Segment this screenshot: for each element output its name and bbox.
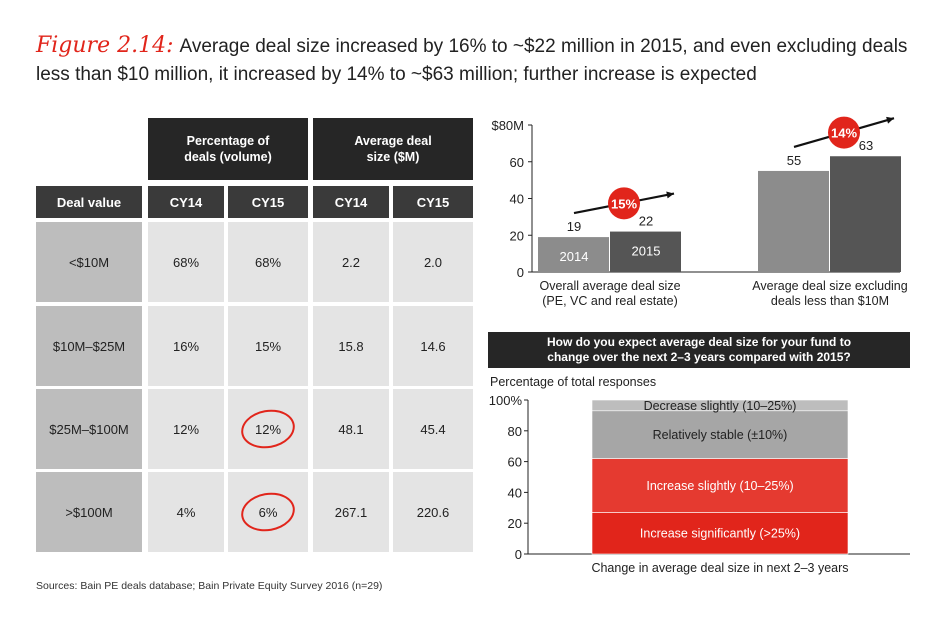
y-tick-label: 20 — [508, 516, 522, 531]
bar — [758, 170, 829, 272]
stack-segment — [591, 410, 849, 459]
bar — [538, 237, 609, 272]
table-cell: 68% — [148, 222, 224, 302]
data-label: 63 — [859, 138, 873, 153]
stack-segment — [591, 399, 849, 412]
data-label: 22 — [639, 214, 653, 229]
growth-badge — [828, 116, 860, 149]
row-label: $25M–$100M — [36, 389, 142, 469]
column-header: CY15 — [228, 186, 308, 218]
series-label: 2014 — [560, 249, 589, 264]
table-cell: 14.6 — [393, 306, 473, 386]
data-label: 55 — [787, 153, 801, 168]
growth-badge-label: 14% — [831, 126, 857, 141]
table-cell: 12% — [148, 389, 224, 469]
table-cell: 16% — [148, 306, 224, 386]
question-title: How do you expect average deal size for … — [547, 335, 851, 364]
table-cell: 6% — [228, 472, 308, 552]
stack-segment — [591, 458, 849, 513]
figure-title-text: Average deal size increased by 16% to ~$… — [36, 36, 908, 85]
column-header: CY14 — [313, 186, 389, 218]
row-label: $10M–$25M — [36, 306, 142, 386]
bar — [610, 231, 681, 272]
y-tick-label: 80 — [508, 424, 522, 439]
table-cell: 15% — [228, 306, 308, 386]
table-cell: 45.4 — [393, 389, 473, 469]
table-cell: 2.0 — [393, 222, 473, 302]
bar — [830, 156, 901, 272]
growth-badge-label: 15% — [611, 196, 637, 211]
table-cell: 48.1 — [313, 389, 389, 469]
y-tick-label: 60 — [510, 155, 524, 170]
segment-label: Decrease slightly (10–25%) — [644, 399, 797, 413]
y-tick-label: $80M — [491, 118, 524, 133]
table-cell: 15.8 — [313, 306, 389, 386]
y-tick-label: 40 — [508, 485, 522, 500]
table-cell: 220.6 — [393, 472, 473, 552]
category-label: Average deal size excluding deals less th… — [752, 279, 907, 308]
y-tick-label: 0 — [515, 547, 522, 562]
table-cell: 2.2 — [313, 222, 389, 302]
y-axis-title: Percentage of total responses — [490, 375, 656, 389]
table-cell: 267.1 — [313, 472, 389, 552]
data-label: 19 — [567, 219, 581, 234]
category-label: Overall average deal size (PE, VC and rea… — [539, 279, 680, 308]
column-header: Deal value — [36, 186, 142, 218]
figure-label: Figure 2.14: — [36, 33, 174, 58]
deal-size-bar-chart: 0 20 40 60 $80M 19 2014 22 2015 Overall average d… — [491, 116, 908, 308]
y-tick-label: 20 — [510, 228, 524, 243]
group-header-percentage: Percentage of deals (volume) — [148, 118, 308, 180]
trend-arrow-head — [886, 116, 894, 124]
column-header: CY14 — [148, 186, 224, 218]
trend-arrow-head — [666, 191, 674, 199]
table-cell: 4% — [148, 472, 224, 552]
y-tick-label: 40 — [510, 192, 524, 207]
growth-badge — [608, 187, 640, 220]
group-header-avg-size: Average deal size ($M) — [313, 118, 473, 180]
y-tick-label: 0 — [517, 265, 524, 280]
table-cell: 68% — [228, 222, 308, 302]
segment-label: Increase significantly (>25%) — [640, 527, 800, 541]
x-axis-title: Change in average deal size in next 2–3 … — [591, 561, 848, 575]
figure-title: Figure 2.14: Average deal size increased … — [36, 32, 936, 89]
question-banner — [488, 332, 910, 368]
row-label: >$100M — [36, 472, 142, 552]
table-cell: 12% — [228, 389, 308, 469]
segment-label: Relatively stable (±10%) — [653, 428, 788, 442]
segment-label: Increase slightly (10–25%) — [646, 479, 793, 493]
y-tick-label: 100% — [489, 393, 523, 408]
column-header: CY15 — [393, 186, 473, 218]
source-note: Sources: Bain PE deals database; Bain Pr… — [36, 580, 383, 592]
stack-segment — [591, 512, 849, 555]
y-tick-label: 60 — [508, 455, 522, 470]
row-label: <$10M — [36, 222, 142, 302]
expectation-stacked-chart: How do you expect average deal size for … — [488, 332, 910, 575]
series-label: 2015 — [632, 244, 661, 259]
